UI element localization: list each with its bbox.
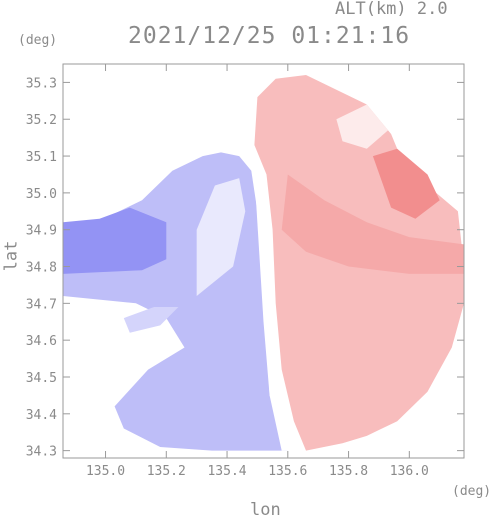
x-axis-label: lon xyxy=(250,500,281,520)
y-tick-label: 34.3 xyxy=(26,445,57,460)
x-tick-label: 135.2 xyxy=(147,464,186,479)
region-southwest-arm xyxy=(123,307,179,333)
region-west-strong-band xyxy=(63,207,167,274)
y-axis-unit: (deg) xyxy=(18,33,58,48)
region-west-bulk xyxy=(63,152,288,451)
region-west-light-core xyxy=(196,178,246,296)
x-tick-label: 135.8 xyxy=(329,464,368,479)
altitude-label: ALT(km) 2.0 xyxy=(335,0,448,19)
y-tick-label: 35.0 xyxy=(26,187,57,202)
y-tick-label: 35.1 xyxy=(26,150,57,165)
x-tick-label: 136.0 xyxy=(390,464,429,479)
x-tick-label: 135.0 xyxy=(86,464,125,479)
region-near-zero-strip xyxy=(254,174,300,451)
x-axis-ticks: 135.0 135.2 135.4 135.6 135.8 136.0 xyxy=(86,64,429,479)
y-tick-label: 34.5 xyxy=(26,371,57,386)
plot-frame xyxy=(62,63,465,459)
chart-title-timestamp: 2021/12/25 01:21:16 xyxy=(128,23,411,49)
velocity-field xyxy=(63,75,464,451)
y-tick-label: 34.9 xyxy=(26,224,57,239)
y-tick-label: 35.3 xyxy=(26,76,57,91)
region-north-patch xyxy=(336,104,389,149)
x-axis-unit: (deg) xyxy=(452,484,491,499)
y-tick-label: 34.6 xyxy=(26,334,57,349)
y-axis-ticks: 34.3 34.4 34.5 34.6 34.7 34.8 34.9 35.0 35.1 35.2… xyxy=(26,76,464,460)
x-tick-label: 135.6 xyxy=(268,464,307,479)
region-east-strong-band xyxy=(281,174,464,274)
region-east-ne-patch xyxy=(372,148,440,219)
x-tick-label: 135.4 xyxy=(207,464,246,479)
y-tick-label: 35.2 xyxy=(26,113,57,128)
y-tick-label: 34.8 xyxy=(26,261,57,276)
y-tick-label: 34.4 xyxy=(26,408,57,423)
y-tick-label: 34.7 xyxy=(26,297,57,312)
